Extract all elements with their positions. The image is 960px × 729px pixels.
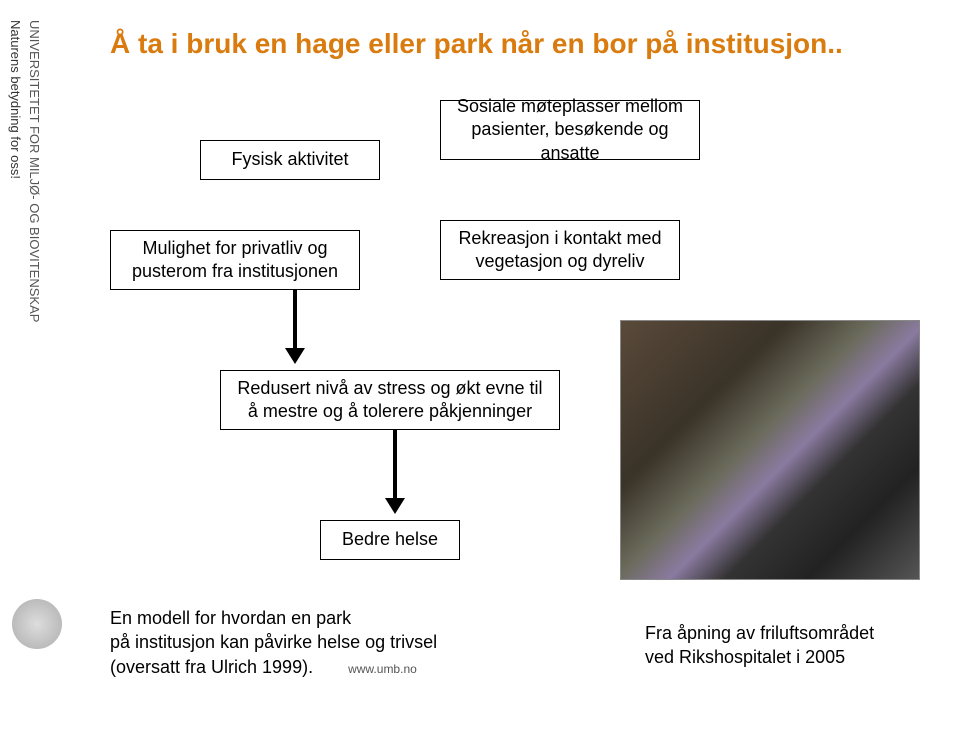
box-fysisk-aktivitet: Fysisk aktivitet <box>200 140 380 180</box>
page-title: Å ta i bruk en hage eller park når en bo… <box>110 28 843 60</box>
photo-friluftsomrade <box>620 320 920 580</box>
photo-caption: Fra åpning av friluftsområdet ved Riksho… <box>645 622 925 669</box>
caption-line-3: (oversatt fra Ulrich 1999). <box>110 657 313 677</box>
site-url: www.umb.no <box>348 662 417 676</box>
side-label-secondary: UNIVERSITETET FOR MILJØ- OG BIOVITENSKAP <box>27 20 42 322</box>
box-sosiale-moteplasser: Sosiale møteplasser mellom pasienter, be… <box>440 100 700 160</box>
side-label-primary: Naturens betydning for oss! <box>8 20 23 322</box>
photo-caption-line-2: ved Rikshospitalet i 2005 <box>645 647 845 667</box>
box-redusert-stress: Redusert nivå av stress og økt evne til … <box>220 370 560 430</box>
university-seal-logo <box>12 599 62 649</box>
photo-caption-line-1: Fra åpning av friluftsområdet <box>645 623 874 643</box>
box-rekreasjon: Rekreasjon i kontakt med vegetasjon og d… <box>440 220 680 280</box>
model-caption: En modell for hvordan en park på institu… <box>110 606 540 679</box>
caption-line-2: på institusjon kan påvirke helse og triv… <box>110 632 437 652</box>
caption-line-1: En modell for hvordan en park <box>110 608 351 628</box>
box-mulighet-privatliv: Mulighet for privatliv og pusterom fra i… <box>110 230 360 290</box>
box-bedre-helse: Bedre helse <box>320 520 460 560</box>
vertical-side-labels: Naturens betydning for oss! UNIVERSITETE… <box>8 20 42 322</box>
